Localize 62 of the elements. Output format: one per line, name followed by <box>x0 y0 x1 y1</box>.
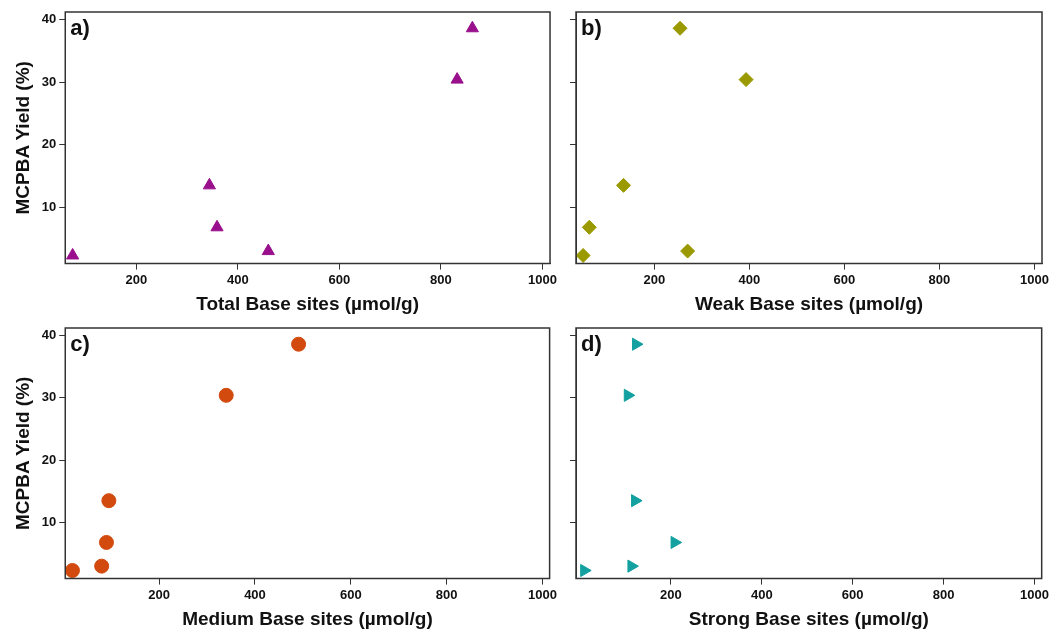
point <box>738 72 754 88</box>
point <box>465 20 479 33</box>
annotation: a) <box>70 15 90 41</box>
y-tick-label: 10 <box>41 514 57 530</box>
point <box>210 219 224 232</box>
point <box>576 247 591 263</box>
y-tick-label: 40 <box>41 327 57 343</box>
x-tick-label: 1000 <box>527 586 557 602</box>
point <box>450 72 464 84</box>
x-tick-label: 200 <box>148 586 171 602</box>
point <box>581 219 597 235</box>
x-tick-label: 400 <box>738 271 761 287</box>
point <box>94 558 110 574</box>
y-tick-label: 30 <box>41 73 57 89</box>
annotation: d) <box>581 331 602 357</box>
point <box>291 336 307 352</box>
point <box>580 563 592 578</box>
annotation: b) <box>581 15 602 41</box>
x-axis-title: Weak Base sites (µmol/g) <box>694 292 924 314</box>
x-tick-label: 600 <box>328 271 351 287</box>
point <box>261 243 275 256</box>
point <box>218 387 234 403</box>
x-tick-label: 600 <box>841 586 864 602</box>
point <box>202 177 216 190</box>
x-tick-label: 800 <box>435 586 458 602</box>
x-tick-label: 800 <box>932 586 955 602</box>
y-tick-label: 30 <box>41 389 57 405</box>
x-tick-label: 400 <box>227 271 249 287</box>
x-tick-label: 1000 <box>1019 586 1049 602</box>
x-axis-title: Medium Base sites (µmol/g) <box>182 607 433 629</box>
point <box>616 177 631 193</box>
point <box>101 493 117 509</box>
point <box>65 563 80 578</box>
point <box>98 534 114 550</box>
x-tick-label: 1000 <box>527 271 557 287</box>
y-axis-title: MCPBA Yield (%) <box>11 61 33 215</box>
y-tick-label: 40 <box>41 11 57 27</box>
x-tick-label: 600 <box>833 271 856 287</box>
y-axis-title: MCPBA Yield (%) <box>11 376 33 531</box>
x-tick-label: 200 <box>660 586 682 602</box>
x-tick-label: 800 <box>430 271 452 287</box>
point <box>631 494 643 508</box>
point <box>631 337 644 351</box>
x-tick-label: 200 <box>643 271 666 287</box>
x-tick-label: 400 <box>750 586 773 602</box>
point <box>670 535 683 550</box>
y-tick-label: 20 <box>41 451 57 467</box>
point <box>672 20 688 36</box>
x-tick-label: 1000 <box>1019 271 1049 287</box>
annotation: c) <box>70 331 90 357</box>
x-tick-label: 400 <box>244 586 266 602</box>
y-tick-label: 10 <box>41 198 57 214</box>
point <box>627 559 639 573</box>
x-tick-label: 800 <box>928 271 951 287</box>
point <box>623 388 636 402</box>
x-axis-title: Total Base sites (µmol/g) <box>196 292 420 314</box>
point <box>66 247 80 260</box>
x-axis-title: Strong Base sites (µmol/g) <box>688 607 929 629</box>
x-tick-label: 600 <box>339 586 362 602</box>
x-tick-label: 200 <box>125 271 148 287</box>
point <box>680 243 696 259</box>
y-tick-label: 20 <box>41 136 57 152</box>
